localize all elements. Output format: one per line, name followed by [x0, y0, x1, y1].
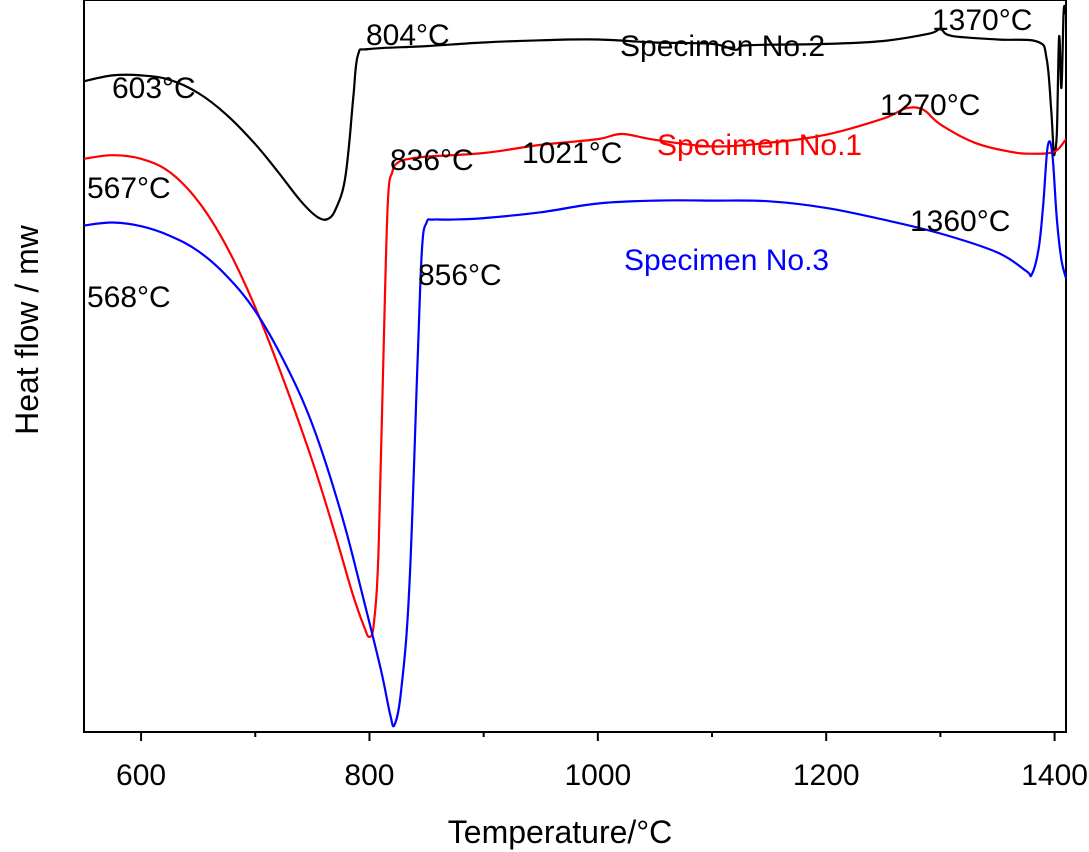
annotation-label: 1370°C — [932, 4, 1032, 37]
annotation-label: Specimen No.3 — [624, 244, 829, 277]
x-tick-label: 1400 — [1021, 759, 1088, 792]
x-axis-tick-labels: 600 800 1000 1200 1400 — [116, 759, 1088, 792]
x-tick-label: 1200 — [793, 759, 860, 792]
annotation-label: 567°C — [87, 172, 171, 205]
annotations: 603°C 804°C Specimen No.2 1370°C 1270°C Speci… — [87, 4, 1032, 314]
annotation-label: 836°C — [390, 144, 474, 177]
annotation-label: 856°C — [418, 259, 502, 292]
x-tick-label: 600 — [116, 759, 166, 792]
series-lines — [83, 4, 1068, 728]
y-axis-title: Heat flow / mw — [9, 224, 45, 435]
series-line-3 — [83, 140, 1068, 728]
annotation-label: 1270°C — [880, 89, 980, 122]
x-tick-label: 1000 — [564, 759, 631, 792]
plot-frame — [83, 0, 1067, 733]
series-line-2 — [83, 106, 1067, 638]
x-tick-label: 800 — [344, 759, 394, 792]
annotation-label: 1021°C — [522, 137, 622, 170]
annotation-label: 1360°C — [910, 205, 1010, 238]
annotation-label: Specimen No.1 — [657, 129, 862, 162]
x-axis-ticks — [140, 732, 1056, 741]
annotation-label: 568°C — [87, 281, 171, 314]
x-axis-title: Temperature/°C — [448, 814, 672, 850]
series-line-1 — [83, 4, 1068, 221]
annotation-label: Specimen No.2 — [620, 30, 825, 63]
annotation-label: 603°C — [112, 72, 196, 105]
annotation-label: 804°C — [366, 19, 450, 52]
